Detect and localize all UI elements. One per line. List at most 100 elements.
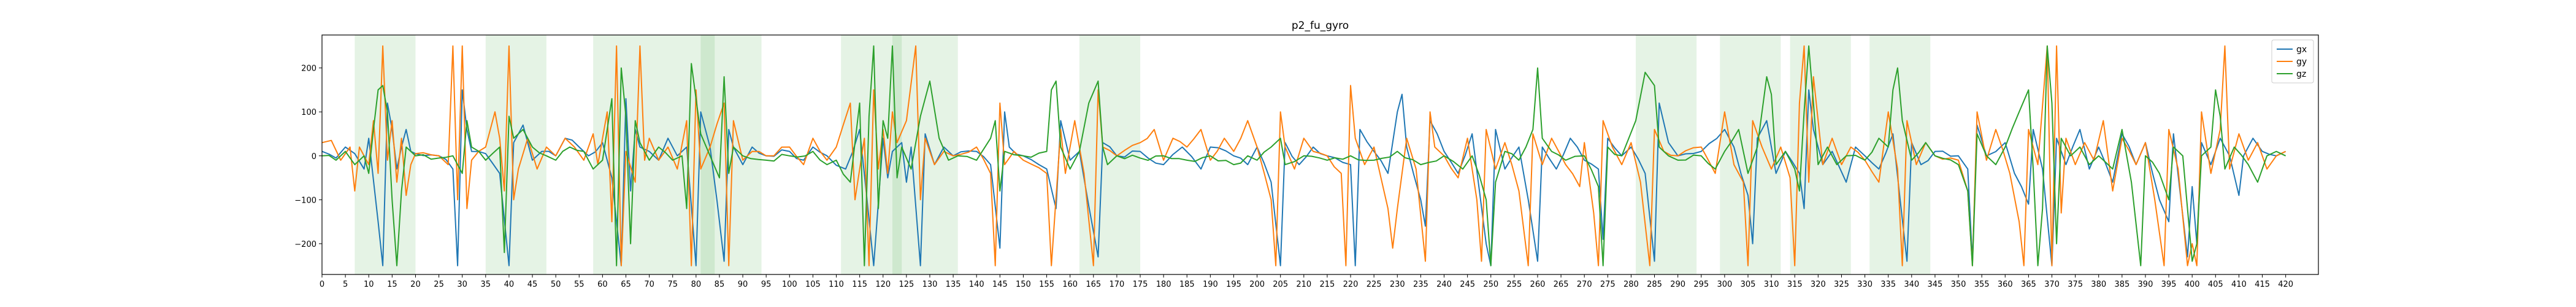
x-tick-label: 220 (1343, 280, 1359, 289)
shaded-region-6 (1079, 35, 1141, 274)
x-tick-label: 135 (946, 280, 961, 289)
x-tick-label: 70 (644, 280, 654, 289)
x-tick-label: 295 (1693, 280, 1709, 289)
x-tick-label: 250 (1483, 280, 1498, 289)
x-tick-label: 10 (364, 280, 374, 289)
x-tick-label: 330 (1857, 280, 1873, 289)
x-tick-label: 85 (715, 280, 725, 289)
legend: gx gy gz (2271, 39, 2314, 84)
x-tick-label: 160 (1062, 280, 1078, 289)
series-line-gz (321, 45, 2287, 266)
x-tick-label: 110 (829, 280, 844, 289)
x-tick-label: 255 (1506, 280, 1522, 289)
legend-label-gz: gz (2296, 69, 2306, 79)
shaded-region-5 (892, 35, 958, 274)
x-tick-label: 90 (738, 280, 748, 289)
legend-items: gx gy gz (2277, 45, 2307, 79)
x-tick-label: 410 (2231, 280, 2247, 289)
x-tick-label: 345 (1928, 280, 1943, 289)
x-tick-label: 265 (1554, 280, 1569, 289)
x-tick-label: 290 (1670, 280, 1685, 289)
x-tick-label: 315 (1787, 280, 1803, 289)
shaded-region-8 (1720, 35, 1781, 274)
x-tick-label: 405 (2208, 280, 2223, 289)
x-tick-label: 225 (1367, 280, 1382, 289)
x-tick-label: 260 (1530, 280, 1546, 289)
x-tick-label: 400 (2185, 280, 2200, 289)
x-tick-label: 185 (1179, 280, 1195, 289)
x-tick-label: 380 (2091, 280, 2106, 289)
x-tick-label: 235 (1413, 280, 1428, 289)
shaded-region-10 (1869, 35, 1931, 274)
x-tick-label: 105 (805, 280, 821, 289)
y-tick-label: 100 (301, 108, 316, 117)
chart-title: p2_fu_gyro (1292, 20, 1349, 32)
y-tick-label: −100 (294, 196, 316, 205)
x-tick-label: 385 (2114, 280, 2129, 289)
x-tick-label: 95 (761, 280, 772, 289)
x-tick-label: 245 (1460, 280, 1475, 289)
x-tick-label: 60 (597, 280, 608, 289)
x-tick-label: 190 (1203, 280, 1218, 289)
x-tick-label: 75 (667, 280, 678, 289)
x-tick-label: 390 (2138, 280, 2153, 289)
series-line-gx (321, 89, 2287, 266)
x-tick-label: 275 (1600, 280, 1616, 289)
x-tick-label: 40 (504, 280, 515, 289)
x-tick-label: 115 (852, 280, 867, 289)
x-tick-label: 200 (1249, 280, 1265, 289)
y-axis-ticks: −200 −100 0 100 200 (294, 64, 322, 249)
x-tick-label: 25 (434, 280, 444, 289)
x-tick-label: 125 (899, 280, 914, 289)
x-tick-label: 20 (410, 280, 421, 289)
x-tick-label: 130 (922, 280, 938, 289)
x-tick-label: 240 (1436, 280, 1452, 289)
x-tick-label: 360 (1998, 280, 2013, 289)
x-tick-label: 270 (1577, 280, 1592, 289)
x-axis-ticks: 0 5 10 15 20 25 30 35 40 45 50 55 60 65 70 75 80 85 90 95 10… (320, 274, 2293, 289)
x-tick-label: 310 (1764, 280, 1779, 289)
plot-frame (321, 34, 2319, 275)
x-tick-label: 395 (2161, 280, 2177, 289)
x-tick-label: 5 (343, 280, 348, 289)
x-tick-label: 170 (1109, 280, 1124, 289)
legend-label-gy: gy (2296, 57, 2307, 67)
x-tick-label: 285 (1647, 280, 1662, 289)
x-tick-label: 305 (1741, 280, 1756, 289)
x-tick-label: 145 (992, 280, 1008, 289)
x-tick-label: 150 (1016, 280, 1031, 289)
x-tick-label: 50 (551, 280, 561, 289)
x-tick-label: 375 (2068, 280, 2083, 289)
x-tick-label: 215 (1320, 280, 1335, 289)
x-tick-label: 320 (1811, 280, 1826, 289)
x-tick-label: 35 (481, 280, 491, 289)
y-tick-label: 0 (312, 152, 316, 161)
x-tick-label: 280 (1623, 280, 1639, 289)
x-tick-label: 30 (457, 280, 467, 289)
x-tick-label: 175 (1133, 280, 1148, 289)
x-tick-label: 45 (527, 280, 538, 289)
x-tick-label: 210 (1296, 280, 1311, 289)
x-tick-label: 230 (1390, 280, 1405, 289)
x-tick-label: 120 (875, 280, 891, 289)
x-tick-label: 205 (1273, 280, 1288, 289)
y-tick-label: −200 (294, 240, 316, 249)
x-tick-label: 300 (1717, 280, 1732, 289)
x-tick-label: 0 (320, 280, 324, 289)
shaded-region-7 (1636, 35, 1697, 274)
x-tick-label: 355 (1974, 280, 1990, 289)
x-tick-label: 365 (2021, 280, 2036, 289)
x-tick-label: 80 (691, 280, 702, 289)
x-tick-label: 140 (969, 280, 984, 289)
x-tick-label: 335 (1880, 280, 1896, 289)
x-tick-label: 180 (1156, 280, 1171, 289)
x-tick-label: 15 (387, 280, 397, 289)
x-tick-label: 340 (1904, 280, 1919, 289)
x-tick-label: 155 (1039, 280, 1054, 289)
x-tick-label: 195 (1226, 280, 1241, 289)
x-tick-label: 55 (574, 280, 585, 289)
x-tick-label: 350 (1951, 280, 1966, 289)
x-tick-label: 325 (1834, 280, 1849, 289)
series-lines (321, 45, 2287, 266)
